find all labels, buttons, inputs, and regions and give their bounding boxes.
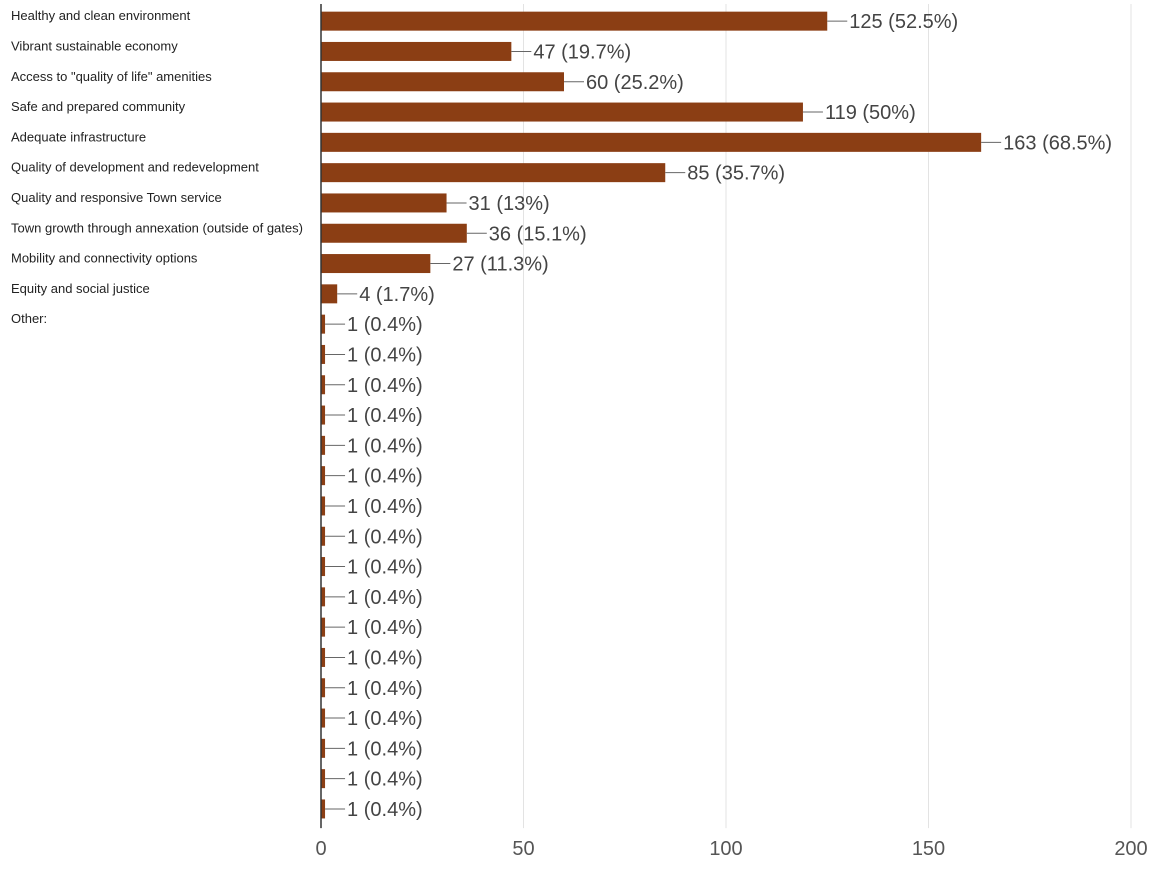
bar <box>321 526 326 546</box>
data-label: 1 (0.4%) <box>347 769 423 791</box>
category-labels: Healthy and clean environment Vibrant sus… <box>11 8 303 326</box>
bar <box>321 375 326 395</box>
data-label: 1 (0.4%) <box>347 617 423 639</box>
data-label: 1 (0.4%) <box>347 587 423 609</box>
data-label: 1 (0.4%) <box>347 678 423 700</box>
bar <box>321 769 326 789</box>
category-label: Equity and social justice <box>11 281 150 296</box>
data-label: 47 (19.7%) <box>533 41 631 63</box>
bar <box>321 435 326 455</box>
bar <box>321 799 326 819</box>
data-label: 125 (52.5%) <box>849 11 958 33</box>
bars: 125 (52.5%) 47 (19.7%) 60 (25.2%) 119 (50%)… <box>321 11 1112 821</box>
data-label: 1 (0.4%) <box>347 405 423 427</box>
x-tick-label: 0 <box>315 838 326 860</box>
x-tick-label: 50 <box>512 838 534 860</box>
data-label: 119 (50%) <box>825 102 916 124</box>
x-tick-label: 150 <box>912 838 945 860</box>
bar <box>321 738 326 758</box>
data-label: 1 (0.4%) <box>347 314 423 336</box>
bar <box>321 466 326 486</box>
bar <box>321 405 326 425</box>
data-label: 60 (25.2%) <box>586 72 684 94</box>
data-label: 1 (0.4%) <box>347 526 423 548</box>
bar <box>321 496 326 516</box>
bar <box>321 193 447 213</box>
category-label: Vibrant sustainable economy <box>11 38 178 53</box>
category-label: Access to "quality of life" amenities <box>11 69 212 84</box>
x-axis-ticks: 0 50 100 150 200 <box>315 838 1147 860</box>
bar <box>321 557 326 577</box>
category-label: Quality and responsive Town service <box>11 190 222 205</box>
data-label: 163 (68.5%) <box>1003 132 1112 154</box>
data-label: 1 (0.4%) <box>347 708 423 730</box>
bar <box>321 344 326 364</box>
x-tick-label: 100 <box>709 838 742 860</box>
data-label: 27 (11.3%) <box>452 254 548 276</box>
x-tick-label: 200 <box>1114 838 1147 860</box>
category-label: Other: <box>11 311 47 326</box>
bar <box>321 163 666 183</box>
bar <box>321 678 326 698</box>
data-label: 1 (0.4%) <box>347 799 423 821</box>
data-label: 36 (15.1%) <box>489 223 587 245</box>
data-label: 1 (0.4%) <box>347 344 423 366</box>
bar <box>321 617 326 637</box>
data-label: 1 (0.4%) <box>347 435 423 457</box>
data-label: 1 (0.4%) <box>347 738 423 760</box>
bar <box>321 284 338 304</box>
bar <box>321 314 326 334</box>
category-label: Adequate infrastructure <box>11 129 146 144</box>
bar <box>321 223 467 243</box>
bar <box>321 132 982 152</box>
bar <box>321 254 431 274</box>
data-label: 1 (0.4%) <box>347 375 423 397</box>
data-label: 1 (0.4%) <box>347 466 423 488</box>
category-label: Safe and prepared community <box>11 99 186 114</box>
data-label: 1 (0.4%) <box>347 496 423 518</box>
category-label: Town growth through annexation (outside … <box>11 220 303 235</box>
bar <box>321 587 326 607</box>
bar <box>321 41 512 61</box>
bar <box>321 102 803 122</box>
category-label: Mobility and connectivity options <box>11 251 198 266</box>
data-label: 1 (0.4%) <box>347 557 423 579</box>
data-label: 1 (0.4%) <box>347 647 423 669</box>
category-label: Healthy and clean environment <box>11 8 191 23</box>
grid-lines <box>523 4 1132 829</box>
data-label: 31 (13%) <box>469 193 550 215</box>
category-label: Quality of development and redevelopment <box>11 160 259 175</box>
bar <box>321 708 326 728</box>
bar <box>321 11 828 31</box>
data-label: 85 (35.7%) <box>687 163 785 185</box>
bar <box>321 647 326 667</box>
bar <box>321 72 564 92</box>
data-label: 4 (1.7%) <box>359 284 435 306</box>
